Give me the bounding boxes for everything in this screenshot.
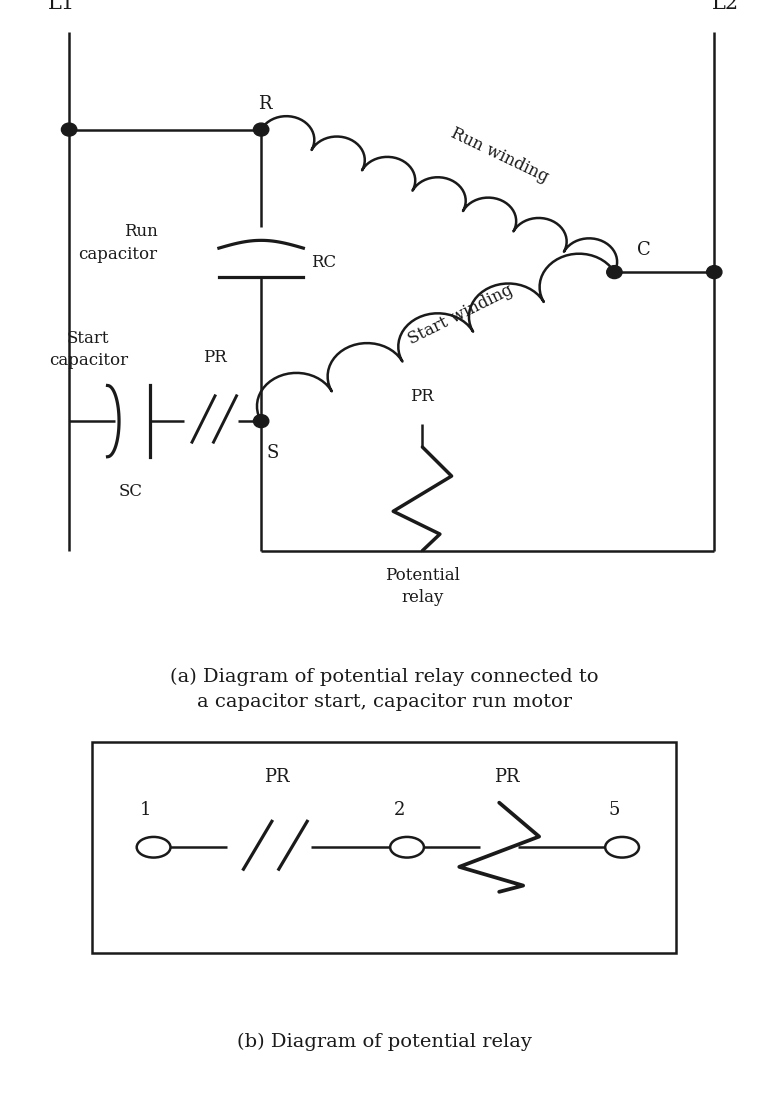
Bar [92, 742, 676, 953]
Text: RC: RC [311, 254, 336, 271]
Circle shape [707, 266, 722, 278]
Text: 2: 2 [394, 801, 405, 819]
Circle shape [607, 266, 622, 278]
Circle shape [605, 837, 639, 858]
Circle shape [253, 123, 269, 136]
Text: (b) Diagram of potential relay: (b) Diagram of potential relay [237, 1032, 531, 1051]
Text: 5: 5 [609, 801, 620, 819]
Text: (a) Diagram of potential relay connected to
a capacitor start, capacitor run mot: (a) Diagram of potential relay connected… [170, 667, 598, 710]
Text: Run winding: Run winding [448, 125, 551, 187]
Text: PR: PR [411, 388, 434, 405]
Text: Start winding: Start winding [406, 280, 516, 347]
Text: PR: PR [263, 768, 290, 786]
Text: S: S [266, 443, 279, 461]
Text: Potential
relay: Potential relay [385, 567, 460, 607]
Text: L2: L2 [712, 0, 740, 13]
Circle shape [137, 837, 170, 858]
Circle shape [253, 414, 269, 428]
Text: R: R [258, 95, 272, 114]
Text: PR: PR [204, 349, 227, 366]
Text: 1: 1 [141, 801, 151, 819]
Text: SC: SC [118, 483, 143, 499]
Text: L1: L1 [48, 0, 75, 13]
Text: Start
capacitor: Start capacitor [48, 331, 128, 370]
Text: C: C [637, 241, 651, 259]
Circle shape [390, 837, 424, 858]
Text: PR: PR [494, 768, 520, 786]
Text: Run
capacitor: Run capacitor [78, 223, 157, 262]
Circle shape [61, 123, 77, 136]
